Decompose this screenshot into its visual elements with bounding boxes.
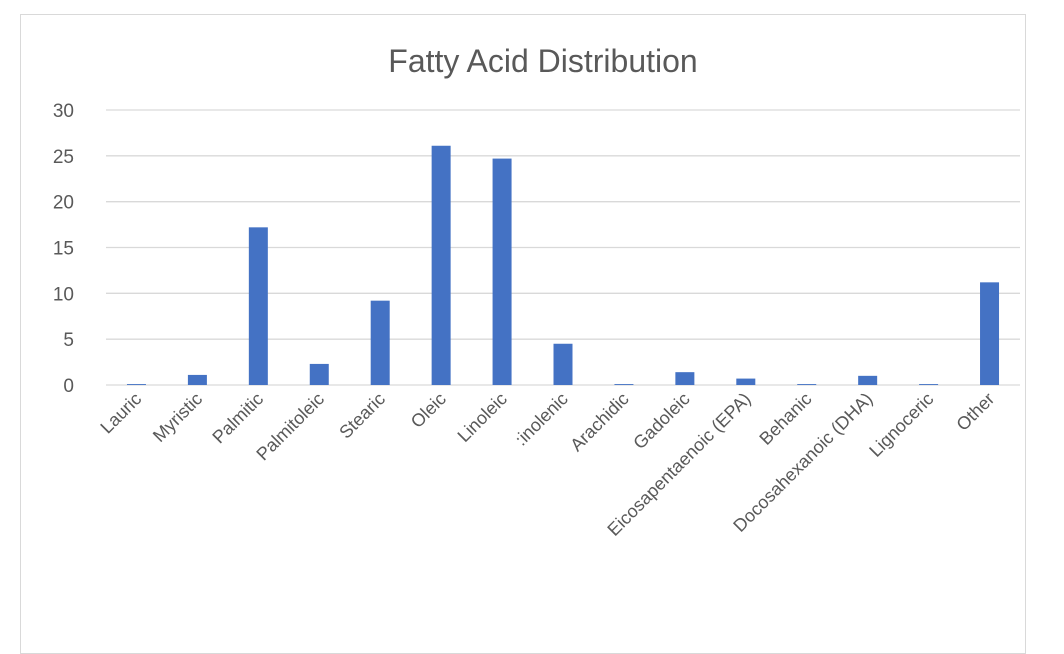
bar bbox=[248, 227, 268, 385]
x-category-label: Stearic bbox=[335, 389, 389, 443]
y-tick-label: 15 bbox=[53, 239, 74, 260]
bar bbox=[675, 372, 695, 385]
bar bbox=[431, 145, 451, 385]
bar bbox=[553, 343, 573, 385]
chart-title: Fatty Acid Distribution bbox=[388, 43, 697, 79]
y-tick-label: 5 bbox=[63, 330, 74, 351]
y-axis-ticks: 0 5 10 15 20 25 30 bbox=[53, 101, 74, 397]
y-tick-label: 30 bbox=[53, 101, 74, 122]
x-category-label: :inolenic bbox=[511, 389, 572, 450]
x-category-label: Oleic bbox=[407, 389, 450, 432]
bar bbox=[492, 158, 512, 385]
x-category-label: Arachidic bbox=[566, 389, 632, 455]
bar bbox=[126, 384, 146, 385]
bar bbox=[187, 374, 207, 385]
x-category-label: Gadoleic bbox=[629, 389, 693, 453]
y-tick-label: 25 bbox=[53, 147, 74, 168]
y-tick-label: 10 bbox=[53, 284, 74, 305]
chart-frame bbox=[20, 14, 1026, 654]
x-category-label: Palmitic bbox=[208, 389, 267, 448]
bar bbox=[858, 375, 878, 385]
bar bbox=[370, 300, 390, 385]
x-category-label: Myristic bbox=[149, 389, 206, 446]
y-tick-label: 20 bbox=[53, 193, 74, 214]
bar bbox=[614, 384, 634, 385]
bar bbox=[797, 384, 817, 385]
y-tick-label: 0 bbox=[63, 376, 74, 397]
bar bbox=[736, 378, 756, 385]
x-category-label: Lignoceric bbox=[865, 389, 937, 461]
x-category-label: Other bbox=[952, 389, 998, 435]
x-category-label: Behanic bbox=[755, 389, 815, 449]
x-category-label: Linoleic bbox=[454, 389, 511, 446]
bar bbox=[980, 282, 1000, 385]
bars bbox=[126, 145, 1000, 385]
bar bbox=[309, 363, 329, 385]
bar bbox=[919, 384, 939, 385]
x-category-label: Lauric bbox=[96, 389, 145, 438]
